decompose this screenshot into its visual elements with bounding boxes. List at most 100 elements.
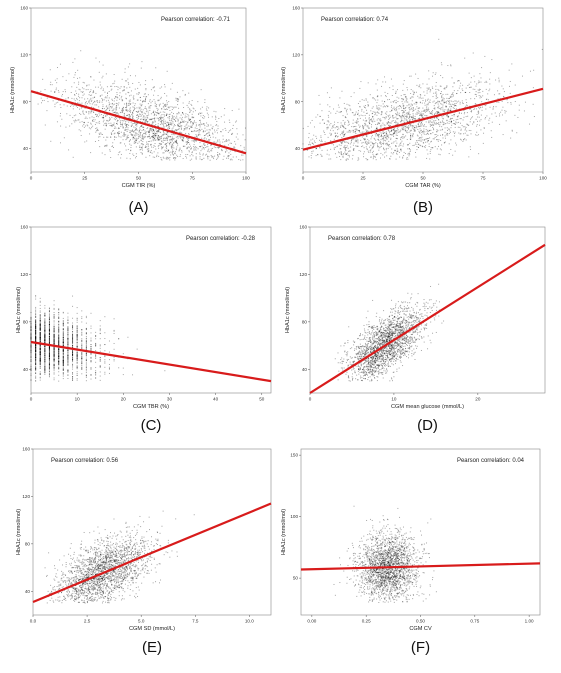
- data-point: [402, 112, 404, 114]
- data-point: [336, 110, 338, 112]
- data-point: [108, 351, 110, 353]
- data-point: [432, 109, 434, 111]
- data-point: [439, 121, 441, 123]
- data-point: [150, 151, 152, 153]
- data-point: [349, 105, 351, 107]
- data-point: [39, 326, 41, 328]
- data-point: [470, 81, 472, 83]
- data-point: [494, 112, 496, 114]
- data-point: [67, 329, 69, 331]
- data-point: [399, 131, 401, 133]
- data-point: [356, 120, 358, 122]
- data-point: [134, 138, 136, 140]
- data-point: [173, 147, 175, 149]
- data-point: [409, 75, 411, 77]
- data-point: [123, 135, 125, 137]
- data-point: [39, 347, 41, 349]
- data-point: [387, 93, 389, 95]
- data-point: [154, 139, 156, 141]
- data-point: [117, 132, 119, 134]
- data-point: [400, 119, 402, 121]
- data-point: [58, 344, 60, 346]
- data-point: [332, 125, 334, 127]
- data-point: [404, 126, 406, 128]
- data-point: [458, 132, 460, 134]
- data-point: [442, 108, 444, 110]
- data-point: [213, 146, 215, 148]
- data-point: [128, 140, 130, 142]
- data-point: [133, 110, 135, 112]
- data-point: [372, 116, 374, 118]
- data-point: [121, 109, 123, 111]
- data-point: [377, 144, 379, 146]
- data-point: [53, 338, 55, 340]
- data-point: [164, 111, 166, 113]
- data-point: [44, 348, 46, 350]
- data-point: [82, 112, 84, 114]
- data-point: [409, 149, 411, 151]
- data-point: [140, 118, 142, 120]
- data-point: [387, 123, 389, 125]
- data-point: [170, 88, 172, 90]
- data-point: [470, 148, 472, 150]
- data-point: [373, 118, 375, 120]
- data-point: [441, 116, 443, 118]
- data-point: [465, 139, 467, 141]
- data-point: [138, 136, 140, 138]
- data-point: [361, 136, 363, 138]
- data-point: [119, 87, 121, 89]
- data-point: [48, 317, 50, 319]
- data-point: [39, 328, 41, 330]
- data-point: [72, 326, 74, 328]
- data-point: [101, 101, 103, 103]
- data-point: [186, 104, 188, 106]
- data-point: [208, 148, 210, 150]
- data-point: [413, 128, 415, 130]
- data-point: [58, 348, 60, 350]
- data-point: [235, 136, 237, 138]
- data-point: [213, 141, 215, 143]
- data-point: [485, 105, 487, 107]
- data-point: [335, 132, 337, 134]
- data-point: [364, 139, 366, 141]
- plot-frame: [30, 7, 247, 173]
- data-point: [344, 116, 346, 118]
- data-point: [35, 308, 37, 310]
- data-point: [89, 91, 91, 93]
- data-point: [53, 335, 55, 337]
- data-point: [48, 370, 50, 372]
- data-point: [48, 330, 50, 332]
- data-point: [147, 151, 149, 153]
- data-point: [130, 110, 132, 112]
- data-point: [498, 113, 500, 115]
- data-point: [151, 122, 153, 124]
- data-point: [58, 344, 60, 346]
- data-point: [194, 140, 196, 142]
- data-point: [375, 159, 377, 161]
- data-point: [62, 359, 64, 361]
- data-point: [232, 132, 234, 134]
- data-point: [233, 146, 235, 148]
- data-point: [120, 123, 122, 125]
- data-point: [144, 100, 146, 102]
- data-point: [44, 372, 46, 374]
- data-point: [80, 91, 82, 93]
- data-point: [458, 100, 460, 102]
- data-point: [58, 308, 60, 310]
- data-point: [107, 107, 109, 109]
- data-point: [67, 371, 69, 373]
- data-point: [376, 106, 378, 108]
- data-point: [411, 127, 413, 129]
- data-point: [390, 130, 392, 132]
- data-point: [101, 114, 103, 116]
- data-point: [204, 116, 206, 118]
- data-point: [410, 89, 412, 91]
- data-point: [410, 129, 412, 131]
- data-point: [98, 133, 100, 135]
- data-point: [353, 142, 355, 144]
- data-point: [187, 146, 189, 148]
- data-point: [82, 110, 84, 112]
- data-point: [139, 113, 141, 115]
- data-point: [330, 134, 332, 136]
- data-point: [230, 153, 232, 155]
